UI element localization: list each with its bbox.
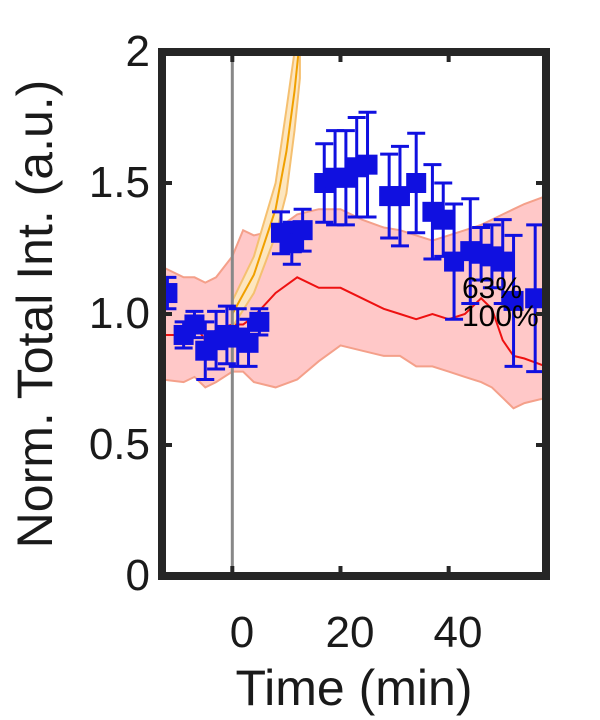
x-axis-title: Time (min) bbox=[235, 660, 472, 716]
annotation-63: 63% bbox=[462, 272, 522, 305]
data-point-26 bbox=[492, 251, 513, 272]
xtick-label-20: 20 bbox=[326, 608, 375, 657]
data-point-8 bbox=[249, 311, 270, 332]
xtick-label-0: 0 bbox=[230, 608, 254, 657]
data-point-16 bbox=[357, 154, 378, 175]
ticks bbox=[162, 50, 546, 578]
plot-area bbox=[162, 52, 546, 576]
orange-mean-line bbox=[231, 52, 300, 315]
annotation-100: 100% bbox=[462, 300, 539, 333]
data-point-2 bbox=[184, 314, 205, 335]
ytick-label-2: 2 bbox=[126, 27, 150, 76]
ytick-label-0.5: 0.5 bbox=[89, 420, 150, 469]
xtick-label-40: 40 bbox=[434, 608, 483, 657]
data-point-7 bbox=[238, 332, 259, 353]
ytick-label-1.5: 1.5 bbox=[89, 158, 150, 207]
data-point-22 bbox=[444, 251, 465, 272]
data-point-19 bbox=[406, 173, 427, 193]
orange-band bbox=[231, 52, 301, 331]
data-point-21 bbox=[433, 209, 454, 230]
ytick-label-0: 0 bbox=[126, 551, 150, 600]
data-point-27 bbox=[503, 290, 524, 311]
data-point-28 bbox=[525, 288, 546, 309]
data-point-18 bbox=[389, 186, 410, 207]
ytick-label-1.0: 1.0 bbox=[89, 289, 150, 338]
data-point-11 bbox=[292, 220, 313, 241]
y-axis-title: Norm. Total Int. (a.u.) bbox=[7, 80, 63, 549]
